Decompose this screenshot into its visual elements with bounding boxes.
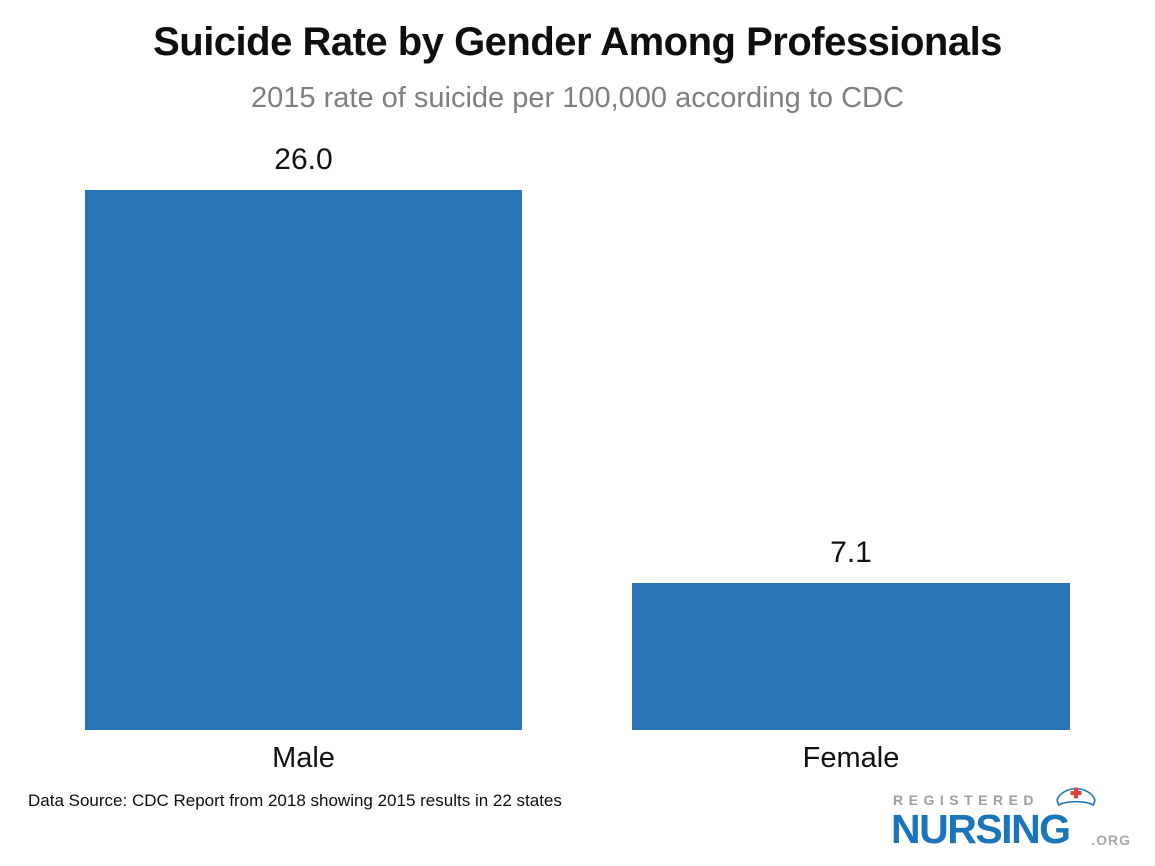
bar-female [632, 582, 1070, 730]
value-label-male: 26.0 [274, 143, 333, 176]
nurse-cap-icon [1056, 787, 1096, 806]
value-label-female: 7.1 [830, 535, 872, 569]
data-source-note: Data Source: CDC Report from 2018 showin… [28, 791, 562, 810]
registerednursing-logo: REGISTERED NURSING .ORG [883, 786, 1131, 852]
logo-nursing-text: NURSING [891, 806, 1071, 852]
bar-male [85, 190, 522, 730]
logo-org-text: .ORG [1091, 832, 1131, 848]
chart-subtitle: 2015 rate of suicide per 100,000 accordi… [251, 82, 904, 114]
logo-registered-text: REGISTERED [893, 792, 1040, 808]
chart-title: Suicide Rate by Gender Among Professiona… [153, 20, 1002, 64]
category-label-female: Female [802, 742, 900, 774]
category-label-male: Male [272, 742, 335, 774]
